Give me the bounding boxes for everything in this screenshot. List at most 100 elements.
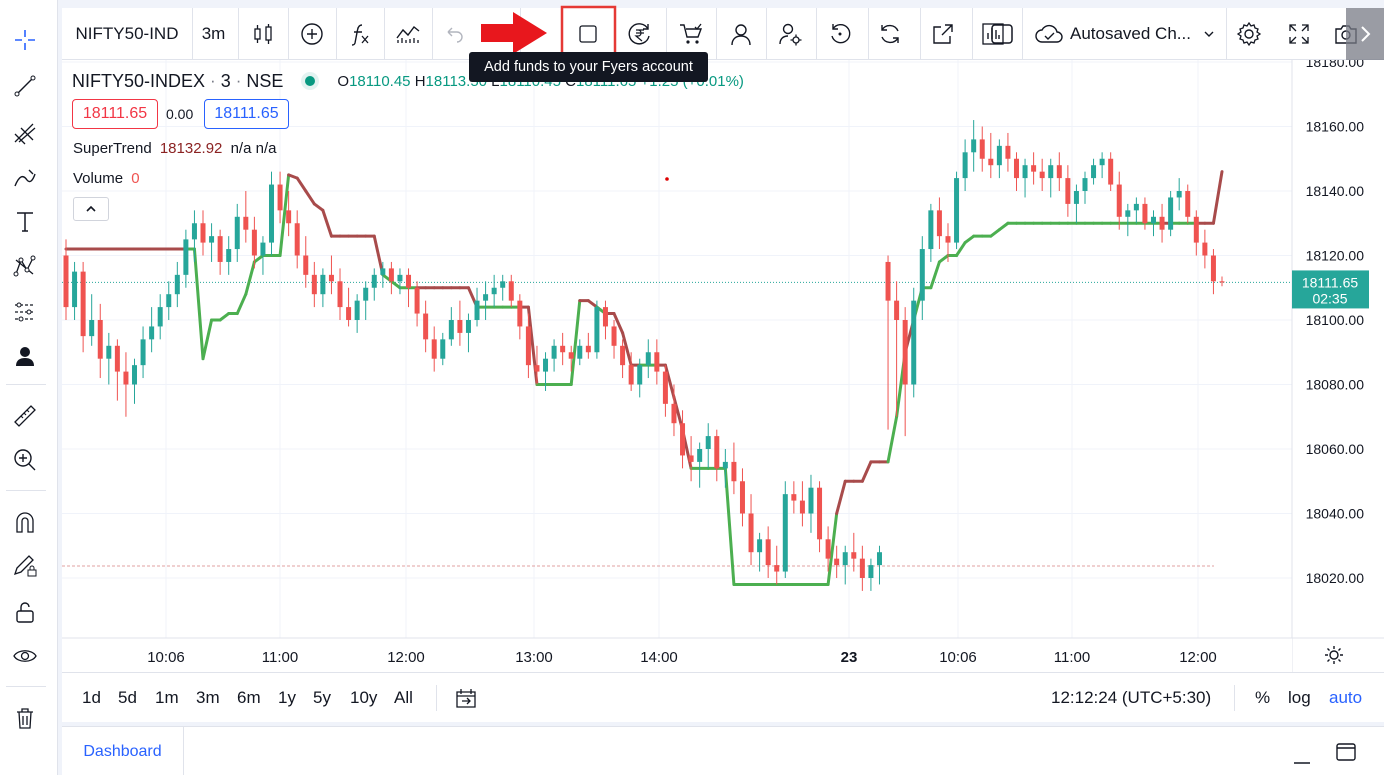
layout-button[interactable] [980,8,1024,60]
collapse-legend-button[interactable] [73,197,109,221]
add-funds-tooltip: Add funds to your Fyers account [469,52,708,82]
buy-button[interactable]: 18111.65 [204,99,289,129]
text-tool[interactable] [0,202,50,242]
maximize-panel-button[interactable] [1332,739,1360,765]
indicators-button[interactable] [336,8,384,60]
account-settings-button[interactable] [766,8,814,60]
range-all[interactable]: All [394,688,413,707]
magnet-tool[interactable] [0,502,50,542]
candle-body [1099,158,1105,166]
timezone-clock[interactable]: 12:12:24 (UTC+5:30) [1051,688,1212,707]
candle-body [1142,203,1148,224]
settings-button[interactable] [1226,8,1272,60]
range-5d[interactable]: 5d [118,688,137,707]
hide-drawings-tool[interactable] [0,636,50,676]
supertrend-legend[interactable]: SuperTrend 18132.92 n/a n/a [73,140,276,157]
candle-body [637,365,643,385]
scroll-toolbar-right[interactable] [1346,8,1384,60]
prediction-tool[interactable] [0,292,50,332]
person-icon [16,347,34,366]
refresh-button[interactable] [866,8,914,60]
range-1m[interactable]: 1m [155,688,179,707]
candle-body [748,513,754,553]
candle-body [303,255,309,275]
candle-body [431,339,437,359]
trend-line-tool[interactable] [0,66,50,106]
delete-drawings-tool[interactable] [0,698,50,738]
candle-body [585,345,591,353]
crosshair-tool[interactable] [0,20,50,60]
candle-body [1193,216,1199,243]
candle-body [962,152,968,179]
candle-body [465,320,471,333]
chart-pane[interactable]: 18180.00 18160.00 18140.00 18120.00 18100.00… [62,60,1384,722]
icon-tool[interactable] [0,336,50,376]
supertrend-segment [218,312,231,322]
templates-button[interactable] [384,8,432,60]
candle-body [226,249,232,262]
compare-button[interactable] [288,8,336,60]
fib-tool[interactable] [0,112,50,152]
popout-button[interactable] [918,8,968,60]
price-tick-label: 18120.00 [1306,248,1365,264]
axis-settings-icon[interactable] [1325,646,1343,664]
measure-tool[interactable] [0,396,50,436]
zoom-tool[interactable] [0,440,50,480]
pattern-tool[interactable] [0,246,50,286]
candle-body [243,216,249,230]
save-layout-button[interactable]: Autosaved Ch... [1024,8,1222,60]
fullscreen-button[interactable] [1274,8,1324,60]
candle-body [697,449,703,462]
minimize-icon [1294,762,1310,764]
legend-symbol[interactable]: NIFTY50-INDEX [72,70,206,91]
minimize-panel-button[interactable] [1288,739,1316,765]
chevron-right-icon [1361,26,1371,42]
add-funds-button[interactable] [614,8,666,60]
symbol-search-button[interactable]: NIFTY50-IND [62,8,192,60]
expand-icon [1289,24,1309,44]
pitchfork-icon [14,123,36,145]
range-6m[interactable]: 6m [237,688,261,707]
price-chart[interactable]: 18180.00 18160.00 18140.00 18120.00 18100.00… [62,60,1384,722]
log-toggle[interactable]: log [1288,688,1311,707]
candle-body [654,352,660,372]
undo-button[interactable] [432,8,476,60]
percent-toggle[interactable]: % [1255,688,1271,707]
candle-body [1150,216,1156,224]
basket-button[interactable] [666,8,716,60]
volume-legend[interactable]: Volume 0 [73,170,140,187]
interval-button[interactable]: 3m [192,8,235,60]
lock-drawings-tool[interactable] [0,546,50,586]
user-gear-icon [779,23,802,46]
range-1y[interactable]: 1y [278,688,296,707]
go-to-date-button[interactable] [454,673,478,723]
range-10y[interactable]: 10y [350,688,378,707]
candle-body [602,307,608,327]
sell-button[interactable]: 18111.65 [72,99,158,129]
reset-button[interactable] [816,8,864,60]
time-tick-label: 10:06 [939,649,977,666]
brush-tool[interactable] [0,158,50,198]
candle-body [551,345,557,359]
lock-tool[interactable] [0,592,50,632]
range-1d[interactable]: 1d [82,688,101,707]
candle-body [560,345,566,353]
range-5y[interactable]: 5y [313,688,331,707]
candle-body [774,565,780,572]
cloud-check-icon [1035,24,1063,43]
candle-body [328,274,334,282]
profile-button[interactable] [716,8,766,60]
candle-body [996,145,1002,166]
candle-body [757,539,763,553]
range-3m[interactable]: 3m [196,688,220,707]
candle-body [1005,145,1011,159]
candle-body [1073,191,1079,204]
candle-body [388,268,394,282]
candle-body [971,139,977,153]
auto-toggle[interactable]: auto [1329,688,1363,707]
candle-body [457,320,463,333]
chart-type-button[interactable] [240,8,286,60]
dashboard-tab[interactable]: Dashboard [62,727,184,775]
candle-body [1056,165,1062,179]
zoom-in-icon [14,449,36,471]
